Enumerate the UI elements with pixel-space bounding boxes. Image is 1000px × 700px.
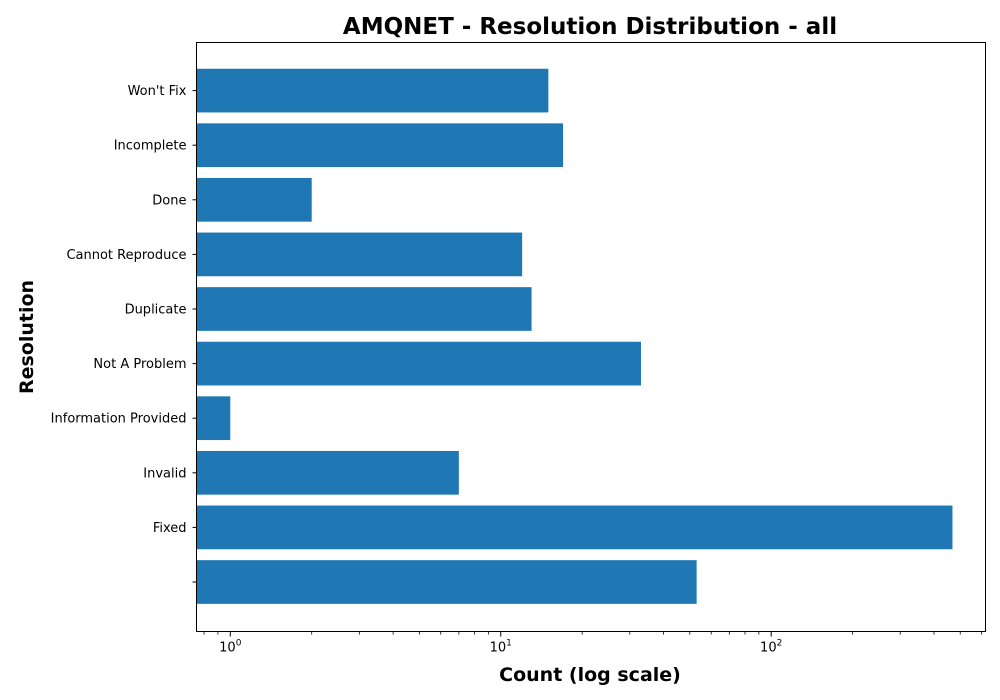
plot-frame [196, 42, 986, 632]
y-axis-ticks: Fixed Invalid Information Provided Not A Pr… [51, 84, 197, 583]
y-tick-label: Not A Problem [93, 357, 186, 372]
bar [196, 177, 312, 222]
y-tick-label: Invalid [143, 466, 186, 481]
x-axis-label: Count (log scale) [499, 664, 681, 686]
y-tick-label: Information Provided [51, 412, 187, 427]
x-tick-exponent: 2 [777, 639, 783, 649]
x-tick-exponent: 0 [236, 639, 242, 649]
bar [196, 341, 641, 386]
x-tick-label: 101 [490, 639, 512, 656]
y-tick-label: Fixed [153, 521, 187, 536]
bar [196, 450, 459, 495]
bar [196, 505, 953, 550]
x-tick-label: 102 [760, 639, 782, 656]
bar [196, 232, 523, 277]
bar [196, 123, 564, 168]
x-tick-base: 10 [490, 641, 507, 656]
bar [196, 68, 549, 113]
bar [196, 560, 697, 604]
x-tick-label: 100 [219, 639, 242, 656]
bar [196, 287, 532, 331]
y-tick-label: Incomplete [114, 139, 187, 154]
y-tick-label: Won't Fix [128, 84, 187, 99]
y-tick-label: Duplicate [125, 303, 187, 318]
y-tick-label: Done [152, 193, 186, 208]
x-tick-base: 10 [219, 641, 236, 656]
x-axis-ticks: 100 101 102 [203, 631, 983, 656]
bar [196, 396, 231, 441]
chart-title: AMQNET - Resolution Distribution - all [343, 14, 837, 40]
x-tick-exponent: 1 [506, 639, 512, 649]
y-tick-label: Cannot Reproduce [66, 248, 186, 263]
bars-group [196, 68, 953, 604]
y-axis-label: Resolution [16, 280, 38, 394]
x-tick-base: 10 [760, 641, 777, 656]
